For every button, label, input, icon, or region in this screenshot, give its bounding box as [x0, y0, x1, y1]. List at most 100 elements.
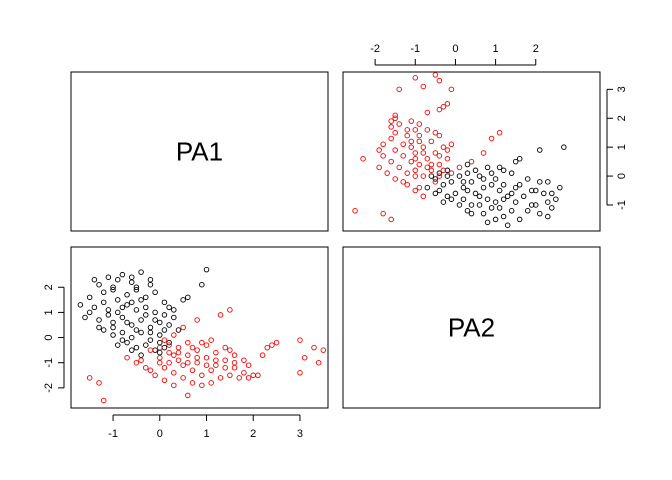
top-tick-label: 0	[452, 43, 458, 55]
point-top-right	[460, 184, 467, 191]
point-bottom-left	[100, 327, 107, 333]
point-top-right	[404, 170, 411, 176]
point-bottom-left	[110, 319, 116, 326]
diagonal-label-pa1: PA1	[176, 137, 223, 167]
point-bottom-left	[157, 349, 163, 356]
point-bottom-left	[185, 339, 191, 346]
point-bottom-left	[96, 281, 102, 288]
point-bottom-left	[86, 294, 93, 301]
point-top-right	[436, 106, 443, 113]
point-bottom-left	[189, 367, 196, 374]
point-bottom-left	[213, 362, 219, 368]
point-top-right	[480, 210, 487, 217]
point-bottom-left	[227, 347, 233, 353]
point-top-right	[520, 193, 527, 200]
top-tick-label: 1	[493, 43, 499, 55]
point-bottom-left	[105, 274, 112, 280]
point-top-right	[436, 170, 443, 176]
point-bottom-left	[100, 289, 107, 296]
point-bottom-left	[152, 317, 158, 323]
point-bottom-left	[143, 294, 149, 301]
point-top-right	[428, 138, 435, 145]
point-bottom-left	[138, 317, 144, 323]
point-top-right	[444, 155, 451, 162]
point-bottom-left	[203, 342, 210, 348]
right-tick-label: 3	[616, 86, 628, 92]
bottom-tick-label: 1	[203, 428, 209, 440]
point-top-right	[448, 179, 455, 185]
point-top-right	[392, 115, 398, 122]
point-top-right	[516, 216, 523, 223]
point-bottom-left	[147, 324, 154, 331]
point-bottom-left	[227, 372, 233, 379]
point-bottom-left	[241, 370, 247, 376]
point-bottom-left	[180, 362, 186, 368]
point-bottom-left	[147, 367, 154, 374]
point-bottom-left	[208, 380, 214, 386]
point-bottom-left	[166, 339, 172, 346]
point-top-right	[476, 193, 483, 200]
top-tick-label: -2	[370, 43, 380, 55]
point-top-right	[436, 187, 443, 194]
point-bottom-left	[171, 352, 177, 358]
point-top-right	[360, 155, 366, 162]
point-top-right	[464, 161, 471, 168]
point-top-right	[408, 138, 415, 145]
point-top-right	[392, 129, 398, 136]
point-top-right	[496, 187, 503, 194]
point-top-right	[444, 101, 451, 107]
point-bottom-left	[166, 349, 172, 356]
point-top-right	[424, 184, 431, 191]
point-bottom-left	[86, 309, 93, 316]
point-bottom-left	[143, 304, 149, 311]
point-top-right	[432, 150, 439, 156]
point-bottom-left	[138, 352, 144, 358]
point-top-right	[384, 170, 390, 176]
point-top-right	[545, 199, 551, 205]
point-top-right	[400, 141, 406, 148]
point-bottom-left	[138, 329, 144, 336]
point-bottom-left	[119, 329, 126, 336]
point-bottom-left	[180, 297, 186, 303]
point-bottom-left	[77, 302, 84, 308]
left-tick-label: 1	[43, 309, 55, 315]
point-bottom-left	[199, 372, 205, 379]
point-bottom-left	[203, 354, 210, 361]
left-tick-label: 2	[43, 284, 55, 290]
point-bottom-left	[315, 359, 322, 366]
point-top-right	[508, 190, 515, 197]
point-bottom-left	[180, 375, 186, 381]
point-top-right	[444, 193, 451, 200]
point-bottom-left	[138, 269, 144, 275]
point-top-right	[416, 161, 423, 168]
point-top-right	[512, 184, 519, 191]
point-bottom-left	[217, 312, 224, 318]
point-top-right	[444, 147, 451, 153]
point-top-right	[420, 144, 427, 150]
left-tick-label: -1	[43, 358, 55, 368]
point-top-right	[432, 179, 439, 185]
point-top-right	[500, 181, 507, 188]
point-bottom-left	[119, 304, 126, 311]
point-bottom-left	[189, 344, 196, 351]
point-top-right	[472, 167, 479, 174]
point-top-right	[376, 147, 382, 153]
point-top-right	[388, 216, 394, 223]
point-top-right	[388, 118, 394, 124]
point-bottom-left	[157, 354, 163, 361]
point-top-right	[545, 213, 551, 220]
point-top-right	[420, 193, 427, 200]
point-bottom-left	[143, 312, 149, 318]
point-bottom-left	[171, 314, 177, 321]
point-top-right	[488, 205, 495, 211]
point-bottom-left	[86, 375, 93, 381]
point-top-right	[424, 164, 431, 171]
point-bottom-left	[222, 344, 228, 351]
point-top-right	[416, 121, 423, 127]
point-top-right	[424, 127, 431, 133]
point-top-right	[553, 196, 559, 202]
point-bottom-left	[91, 304, 98, 311]
panel-tr	[342, 71, 601, 232]
point-bottom-left	[231, 365, 238, 371]
point-bottom-left	[241, 357, 247, 363]
